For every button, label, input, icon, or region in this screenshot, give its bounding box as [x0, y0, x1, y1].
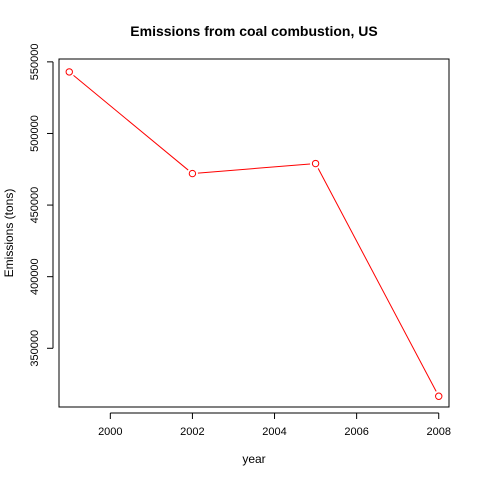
data-point	[188, 169, 197, 178]
y-tick-label: 450000	[29, 187, 41, 224]
data-point	[435, 392, 443, 400]
y-tick-label: 500000	[29, 115, 41, 152]
x-tick-label: 2008	[426, 426, 450, 438]
series-layer	[65, 68, 443, 400]
y-tick-label: 350000	[29, 330, 41, 367]
y-axis: 350000 400000 450000 500000 550000	[29, 44, 54, 367]
x-axis-label: year	[242, 452, 265, 466]
y-axis-label: Emissions (tons)	[2, 189, 16, 278]
series-line-segment	[73, 75, 189, 171]
x-tick-label: 2004	[262, 426, 286, 438]
data-point	[65, 68, 73, 76]
y-tick-label: 550000	[29, 44, 41, 81]
chart-title: Emissions from coal combustion, US	[130, 23, 377, 39]
x-tick-label: 2000	[98, 426, 122, 438]
series-line-segment	[197, 163, 311, 174]
y-tick-label: 400000	[29, 258, 41, 295]
x-axis: 2000 2002 2004 2006 2008	[98, 412, 451, 438]
data-point	[311, 159, 320, 168]
plot-frame	[58, 58, 450, 408]
series-line-segment	[317, 168, 437, 392]
x-tick-label: 2002	[180, 426, 204, 438]
x-tick-label: 2006	[344, 426, 368, 438]
